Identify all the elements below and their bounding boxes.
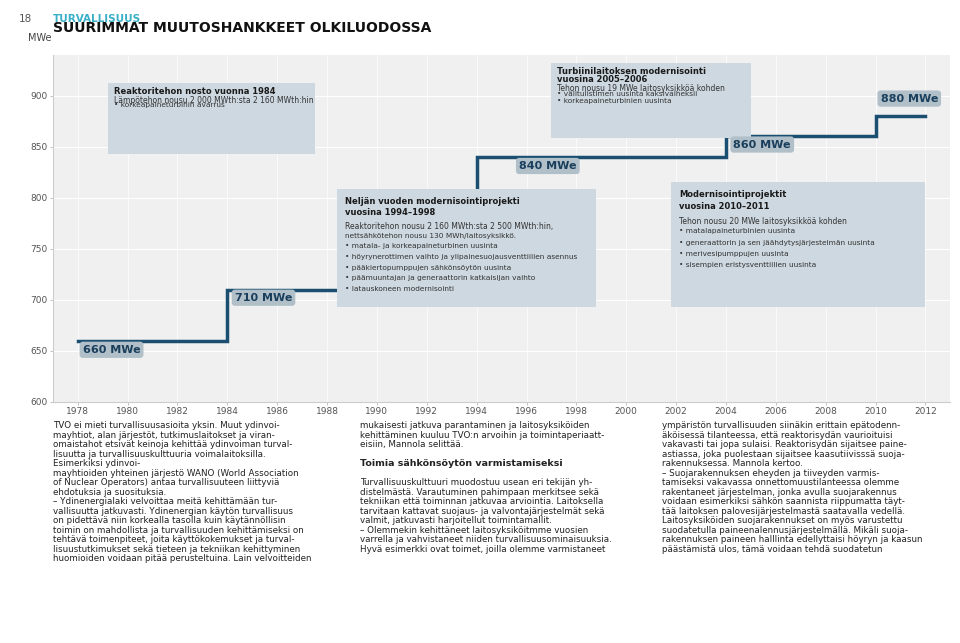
Text: • generaattorin ja sen jäähdytysjärjestelmän uusinta: • generaattorin ja sen jäähdytysjärjeste… [679,240,875,246]
Text: eisiin, Mannola selittää.: eisiin, Mannola selittää. [360,440,464,449]
Text: suodatetulla paineenalennusjärjestelmällä. Mikäli suoja-: suodatetulla paineenalennusjärjestelmäll… [662,526,908,535]
Text: • höyrynerottimen vaihto ja ylipainesuojausventtiilien asennus: • höyrynerottimen vaihto ja ylipainesuoj… [345,254,577,260]
Text: vuosina 2010–2011: vuosina 2010–2011 [679,203,769,212]
Text: Toimia sähkönsöytön varmistamiseksi: Toimia sähkönsöytön varmistamiseksi [360,459,563,468]
FancyBboxPatch shape [671,183,925,307]
Text: omaistahot etsivät keinoja kehittää ydinvoiman turval-: omaistahot etsivät keinoja kehittää ydin… [53,440,292,449]
Text: rakennuksen paineen halllinta edellyttaisi höyryn ja kaasun: rakennuksen paineen halllinta edellyttai… [662,536,923,545]
Text: mukaisesti jatkuva parantaminen ja laitosyksiköiden: mukaisesti jatkuva parantaminen ja laito… [360,421,589,430]
Text: SUURIMMAT MUUTOSHANKKEET OLKILUODOSSA: SUURIMMAT MUUTOSHANKKEET OLKILUODOSSA [53,21,431,35]
Text: tää laitoksen palovesijärjestelmastä saatavalla vedellä.: tää laitoksen palovesijärjestelmastä saa… [662,507,905,516]
Text: voidaan esimerkiksi sähkön saannista riippumatta täyt-: voidaan esimerkiksi sähkön saannista rii… [662,497,905,506]
Text: • korkeapaineturbinin avarrus: • korkeapaineturbinin avarrus [114,102,225,108]
Text: • korkeapaineturbinien uusinta: • korkeapaineturbinien uusinta [558,98,672,104]
Text: päästämistä ulos, tämä voidaan tehdä suodatetun: päästämistä ulos, tämä voidaan tehdä suo… [662,545,883,554]
Text: toimin on mahdollista ja turvallisuuden kehittämiseksi on: toimin on mahdollista ja turvallisuuden … [53,526,303,535]
Text: Laitosyksiköiden suojarakennukset on myös varustettu: Laitosyksiköiden suojarakennukset on myö… [662,516,903,525]
Text: Tehon nousu 20 MWe laitosyksikköä kohden: Tehon nousu 20 MWe laitosyksikköä kohden [679,217,847,226]
Text: – Olemmekin kehittäneet laitosyksiköitmme vuosien: – Olemmekin kehittäneet laitosyksiköitmm… [360,526,588,535]
Text: valmit, jatkuvasti harjoitellut toimintamallit.: valmit, jatkuvasti harjoitellut toiminta… [360,516,552,525]
Text: Reaktoritehon nosto vuonna 1984: Reaktoritehon nosto vuonna 1984 [114,87,276,96]
Text: 710 MWe: 710 MWe [235,293,292,303]
Text: äköisessä tilanteessa, että reaktorisydän vaurioituisi: äköisessä tilanteessa, että reaktorisydä… [662,431,893,440]
Text: vuosina 2005–2006: vuosina 2005–2006 [558,75,648,84]
Text: 880 MWe: 880 MWe [880,94,938,104]
Text: rakentaneet järjestelman, jonka avulla suojarakennus: rakentaneet järjestelman, jonka avulla s… [662,488,898,497]
Text: TVO ei mieti turvallisuusasioita yksin. Muut ydinvoi-: TVO ei mieti turvallisuusasioita yksin. … [53,421,279,430]
Text: • merivesipumppujen uusinta: • merivesipumppujen uusinta [679,251,788,257]
Text: rakennuksessa. Mannola kertoo.: rakennuksessa. Mannola kertoo. [662,459,804,468]
Text: ympäristön turvallisuuden siinäkin erittain epätodenn-: ympäristön turvallisuuden siinäkin eritt… [662,421,900,430]
Text: MWe: MWe [28,33,51,42]
Text: Tehon nousu 19 MWe laitosyksikköä kohden: Tehon nousu 19 MWe laitosyksikköä kohden [558,84,726,93]
Text: • pääkiertopumppujen sähkönsöytön uusinta: • pääkiertopumppujen sähkönsöytön uusint… [345,265,511,271]
Text: of Nuclear Operators) antaa turvallisuuteen liittyviä: of Nuclear Operators) antaa turvallisuut… [53,478,279,487]
Text: 660 MWe: 660 MWe [83,345,140,355]
Text: astiassa, joka puolestaan sijaitsee kaasutiivisssä suoja-: astiassa, joka puolestaan sijaitsee kaas… [662,449,905,458]
Text: Turvallisuuskulttuuri muodostuu usean eri tekijän yh-: Turvallisuuskulttuuri muodostuu usean er… [360,478,592,487]
Text: Neljän vuoden modernisointiprojekti: Neljän vuoden modernisointiprojekti [345,197,519,206]
Text: huomioiden voidaan pitää perusteltuina. Lain velvoitteiden: huomioiden voidaan pitää perusteltuina. … [53,554,311,563]
Text: Lämpötehon nousu 2 000 MWth:sta 2 160 MWth:hin: Lämpötehon nousu 2 000 MWth:sta 2 160 MW… [114,96,314,105]
Text: Turbiinilaitoksen modernisointi: Turbiinilaitoksen modernisointi [558,68,707,77]
Text: Hyvä esimerkki ovat toimet, joilla olemme varmistaneet: Hyvä esimerkki ovat toimet, joilla olemm… [360,545,606,554]
Text: • päämuuntajan ja generaattorin katkaisijan vaihto: • päämuuntajan ja generaattorin katkaisi… [345,275,535,281]
Text: varrella ja vahvistaneet niiden turvallisuusominaisuuksia.: varrella ja vahvistaneet niiden turvalli… [360,536,612,545]
Text: mayhtiot, alan järjestöt, tutkimuslaitokset ja viran-: mayhtiot, alan järjestöt, tutkimuslaitok… [53,431,275,440]
Text: vallisuutta jatkuvasti. Ydinenergian käytön turvallisuus: vallisuutta jatkuvasti. Ydinenergian käy… [53,507,293,516]
Text: Modernisointiprojektit: Modernisointiprojektit [679,190,786,199]
Text: – Suojarakennuksen eheyden ja tiiveyden varmis-: – Suojarakennuksen eheyden ja tiiveyden … [662,469,880,478]
Text: Reaktoritehon nousu 2 160 MWth:sta 2 500 MWth:hin,: Reaktoritehon nousu 2 160 MWth:sta 2 500… [345,222,553,231]
Text: distelmästä. Varautuminen pahimpaan merkitsee sekä: distelmästä. Varautuminen pahimpaan merk… [360,488,599,497]
Text: tehtävä toimenpiteet, joita käyttökokemukset ja turval-: tehtävä toimenpiteet, joita käyttökokemu… [53,536,295,545]
Text: lisuutta ja turvallisuuskulttuuria voimalaitoksilla.: lisuutta ja turvallisuuskulttuuria voima… [53,449,265,458]
Text: 860 MWe: 860 MWe [733,140,791,150]
Text: – Ydinenergialaki velvoittaa meitä kehittämään tur-: – Ydinenergialaki velvoittaa meitä kehit… [53,497,277,506]
FancyBboxPatch shape [108,83,315,154]
Text: ehdotuksia ja suosituksia.: ehdotuksia ja suosituksia. [53,488,166,497]
Text: 840 MWe: 840 MWe [519,161,577,171]
Text: TURVALLISUUS: TURVALLISUUS [53,14,141,24]
Text: tamiseksi vakavassa onnettomuustilanteessa olemme: tamiseksi vakavassa onnettomuustilantees… [662,478,900,487]
Text: lisuustutkimukset sekä tieteen ja tekniikan kehittyminen: lisuustutkimukset sekä tieteen ja teknii… [53,545,300,554]
FancyBboxPatch shape [337,190,596,307]
Text: • latauskoneen modernisointi: • latauskoneen modernisointi [345,285,454,292]
Text: kehittäminen kuuluu TVO:n arvoihin ja toimintaperiaatt-: kehittäminen kuuluu TVO:n arvoihin ja to… [360,431,604,440]
Text: • sisempien eristysventtiilien uusinta: • sisempien eristysventtiilien uusinta [679,262,816,268]
Text: mayhtioiden yhteinen järjestö WANO (World Association: mayhtioiden yhteinen järjestö WANO (Worl… [53,469,299,478]
Text: vuosina 1994–1998: vuosina 1994–1998 [345,208,435,217]
Text: on pidettävä niin korkealla tasolla kuin käytännöllisin: on pidettävä niin korkealla tasolla kuin… [53,516,285,525]
Text: • välitulistimen uusinta kaksivaiheksii: • välitulistimen uusinta kaksivaiheksii [558,91,698,97]
Text: Esimerkiksi ydinvoi-: Esimerkiksi ydinvoi- [53,459,140,468]
FancyBboxPatch shape [551,63,751,138]
Text: • matalapaineturbinien uusinta: • matalapaineturbinien uusinta [679,228,795,235]
Text: tekniikan että toiminnan jatkuvaa arviointia. Laitoksella: tekniikan että toiminnan jatkuvaa arvioi… [360,497,604,506]
Text: vakavasti tai jopa sulaisi. Reaktorisydän sijaitsee paine-: vakavasti tai jopa sulaisi. Reaktorisydä… [662,440,907,449]
Text: • matala- ja korkeapaineturbinen uusinta: • matala- ja korkeapaineturbinen uusinta [345,244,497,249]
Text: nettsähkötehon nousu 130 MWh/laitosyksikkö.: nettsähkötehon nousu 130 MWh/laitosyksik… [345,233,516,239]
Text: tarvitaan kattavat suojaus- ja valvontajärjestelmät sekä: tarvitaan kattavat suojaus- ja valvontaj… [360,507,605,516]
Text: 18: 18 [19,14,33,24]
